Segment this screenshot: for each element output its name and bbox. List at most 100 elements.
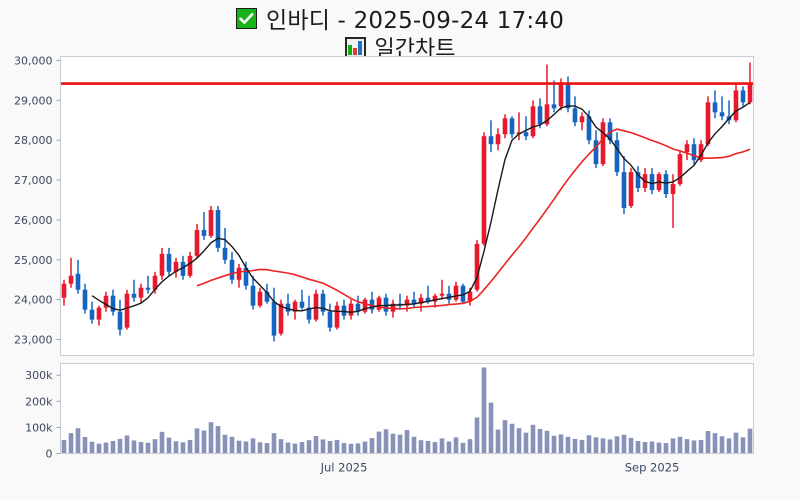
volume-bar [180,442,186,454]
candle-body [201,229,207,236]
price-panel: 23,000 24,000 25,000 26,000 27,000 28,000 29,0… [14,54,754,356]
volume-bar [425,440,431,454]
volume-bar [110,440,116,454]
candle-body [327,311,333,328]
candle-body [250,285,256,306]
candle-body [621,172,627,208]
volume-bar [397,434,403,454]
volume-bar [474,417,480,454]
price-y-axis-ticks: 23,000 24,000 25,000 26,000 27,000 28,000 29,0… [14,54,61,347]
volume-bar [103,442,109,454]
candle-body [460,285,466,302]
volume-bar [635,440,641,454]
candle-body [530,106,536,137]
volume-bar [502,420,508,454]
volume-bar [733,432,739,454]
candle-body [103,295,109,308]
candle-body [705,102,711,145]
volume-bar [327,440,333,454]
volume-bar [530,424,536,454]
candle-body [187,255,193,276]
volume-bar [586,435,592,454]
volume-bar [390,433,396,454]
volume-bar [691,440,697,454]
candle-body [82,289,88,310]
candle-body [89,309,95,320]
volume-bar [355,443,361,454]
volume-bar [656,442,662,454]
price-y-tick-label: 23,000 [14,334,53,347]
volume-bar [82,437,88,454]
candle-body [635,172,641,189]
volume-bar [523,432,529,454]
candle-body [264,291,270,302]
candle-body [509,118,515,135]
candle-body [369,299,375,310]
candle-body [467,291,473,302]
candle-body [523,132,529,137]
candle-body [719,112,725,117]
ma-short-line [91,101,751,314]
candle-body [425,297,431,302]
volume-bar [348,443,354,454]
volume-bar [292,443,298,454]
candle-body [292,301,298,312]
candle-body [691,144,697,161]
volume-bars-layer [61,367,753,454]
volume-bar [600,438,606,454]
volume-bar [362,441,368,454]
candle-body [544,104,550,125]
candle-body [670,184,676,195]
candle-body [117,311,123,330]
volume-bar [607,439,613,454]
candle-body [740,90,746,103]
volume-bar [75,428,81,454]
candle-body [320,293,326,312]
volume-bar [208,422,214,454]
volume-bar [488,402,494,454]
candle-body [411,299,417,304]
volume-bar [138,442,144,454]
candle-body [593,140,599,165]
volume-bar [376,431,382,454]
volume-bar [453,437,459,454]
green-check-icon [235,7,257,29]
volume-bar [187,439,193,454]
volume-bar [334,439,340,454]
volume-bar [649,441,655,454]
volume-bar [404,430,410,454]
candle-body [488,136,494,145]
candle-body [215,209,221,248]
candle-body [138,287,144,298]
candle-body [579,116,585,123]
volume-bar [61,439,67,454]
candle-body [404,299,410,306]
price-y-tick-label: 26,000 [14,214,53,227]
volume-bar [313,436,319,454]
ma-long-line [196,128,751,310]
volume-bar [411,436,417,454]
volume-bar [243,441,249,454]
volume-bar [418,440,424,454]
volume-bar [558,434,564,454]
candle-body [684,144,690,153]
volume-bar [194,428,200,454]
candle-body [278,303,284,334]
candle-body [75,273,81,290]
candle-body [131,293,137,298]
volume-bar [320,439,326,454]
x-axis-tick-label: Jul 2025 [320,461,368,475]
volume-bar [544,430,550,454]
candle-body [614,140,620,173]
volume-bar [229,436,235,454]
x-axis-tick-label: Sep 2025 [625,461,680,475]
volume-bar [628,437,634,454]
candle-body [243,267,249,286]
volume-bar [495,429,501,454]
candle-body [306,307,312,320]
candle-body [698,144,704,161]
volume-bar [89,441,95,454]
candle-body [565,82,571,109]
